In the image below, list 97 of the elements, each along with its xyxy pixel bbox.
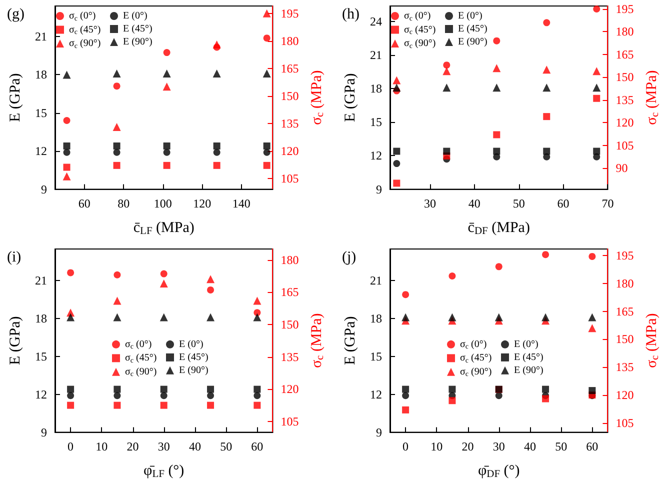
y2-tick-label: 180 (280, 34, 299, 48)
y-tick-label: 21 (35, 30, 47, 44)
y-tick-label: 15 (35, 106, 47, 120)
y2-axis-title: σc (MPa) (644, 70, 661, 126)
legend-label: E (0°) (123, 10, 148, 22)
y-tick-label: 18 (35, 68, 47, 82)
y-axis-title: E (GPa) (342, 316, 358, 365)
y-tick-label: 9 (376, 182, 382, 196)
y2-tick-label: 165 (616, 304, 634, 318)
x-tick-label: 40 (468, 196, 480, 210)
y2-tick-label: 105 (616, 416, 634, 430)
x-tick-label: 10 (430, 439, 443, 454)
y-tick-label: 18 (370, 312, 382, 326)
y2-tick-label: 195 (280, 6, 299, 20)
y2-tick-label: 135 (616, 92, 634, 107)
y2-axis-title: σc (MPa) (309, 70, 326, 126)
x-tick-label: 60 (78, 196, 90, 210)
y-tick-label: 15 (370, 349, 382, 364)
y-tick-label: 18 (370, 82, 382, 96)
y2-tick-label: 195 (616, 2, 634, 16)
y-tick-label: 9 (41, 425, 47, 440)
x-tick-label: 120 (193, 196, 212, 210)
x-tick-label: 30 (158, 439, 170, 454)
y2-tick-label: 120 (280, 144, 299, 158)
y-tick-label: 9 (41, 182, 47, 196)
y2-tick-label: 180 (616, 276, 634, 290)
legend-label: E (45°) (458, 24, 488, 34)
chart-title: (g) (7, 6, 24, 22)
y2-tick-label: 180 (280, 252, 299, 267)
y2-tick-label: 150 (616, 332, 634, 346)
y2-tick-label: 150 (616, 70, 634, 84)
legend-label: E (90°) (514, 364, 544, 376)
y-tick-label: 21 (370, 48, 382, 62)
y-tick-label: 15 (35, 349, 47, 364)
x-tick-label: 100 (154, 196, 172, 210)
y2-axis-title: σc (MPa) (644, 313, 661, 368)
y2-tick-label: 120 (616, 116, 634, 130)
y-tick-label: 12 (35, 387, 47, 402)
chart-title: (h) (342, 6, 360, 22)
y-tick-label: 15 (370, 115, 382, 130)
x-tick-label: 50 (555, 439, 568, 454)
legend-label: E (45°) (514, 352, 544, 363)
x-tick-label: 30 (424, 196, 436, 210)
y2-axis-title: σc (MPa) (309, 313, 326, 368)
legend-label: E (45°) (179, 352, 208, 363)
x-tick-label: 60 (557, 196, 570, 210)
y2-tick-label: 180 (616, 24, 634, 39)
chart-title: (j) (342, 250, 356, 266)
legend-label: E (90°) (123, 36, 152, 48)
x-tick-label: 10 (96, 439, 108, 454)
x-tick-label: 50 (512, 196, 525, 210)
legend-label: E (0°) (458, 10, 482, 22)
y2-tick-label: 165 (280, 285, 299, 300)
y2-tick-label: 105 (280, 171, 299, 186)
y2-tick-label: 135 (280, 116, 299, 130)
x-tick-label: 20 (462, 439, 474, 454)
x-tick-label: 50 (220, 439, 232, 454)
x-tick-label: 40 (524, 439, 536, 454)
y-tick-label: 18 (35, 312, 47, 326)
x-tick-label: 140 (232, 196, 250, 210)
x-tick-label: 60 (586, 439, 598, 454)
x-tick-label: 0 (68, 439, 74, 454)
chart-title: (i) (7, 250, 22, 266)
y-tick-label: 24 (370, 14, 382, 29)
x-tick-label: 80 (118, 196, 130, 210)
y2-tick-label: 150 (280, 317, 299, 332)
y-tick-label: 9 (376, 425, 382, 440)
y2-tick-label: 105 (280, 414, 299, 428)
y-tick-label: 12 (35, 144, 47, 158)
legend-label: E (90°) (458, 36, 488, 48)
y-tick-label: 12 (370, 148, 382, 163)
y2-tick-label: 90 (616, 161, 628, 176)
x-tick-label: 40 (188, 439, 201, 454)
y2-tick-label: 105 (616, 138, 634, 152)
x-tick-label: 60 (251, 439, 264, 454)
legend-label: E (90°) (179, 364, 208, 376)
y-axis-title: E (GPa) (8, 316, 24, 365)
y2-tick-label: 195 (616, 248, 634, 263)
y-tick-label: 21 (370, 274, 382, 288)
y-axis-title: E (GPa) (342, 73, 358, 122)
y-tick-label: 21 (35, 274, 47, 288)
y2-tick-label: 120 (616, 388, 634, 402)
x-tick-label: 20 (126, 439, 139, 454)
legend-label: E (0°) (514, 338, 538, 350)
legend-label: E (0°) (179, 338, 204, 350)
y2-tick-label: 165 (280, 61, 299, 76)
y2-tick-label: 120 (280, 382, 299, 396)
x-tick-label: 30 (492, 439, 505, 454)
y2-tick-label: 135 (616, 360, 634, 374)
x-tick-label: 70 (602, 196, 614, 210)
y2-tick-label: 150 (280, 88, 299, 103)
y2-tick-label: 165 (616, 47, 634, 62)
y-tick-label: 12 (370, 387, 382, 402)
legend-label: E (45°) (123, 24, 152, 34)
y-axis-title: E (GPa) (8, 73, 24, 122)
x-tick-label: 0 (402, 439, 409, 454)
y2-tick-label: 135 (280, 350, 299, 364)
